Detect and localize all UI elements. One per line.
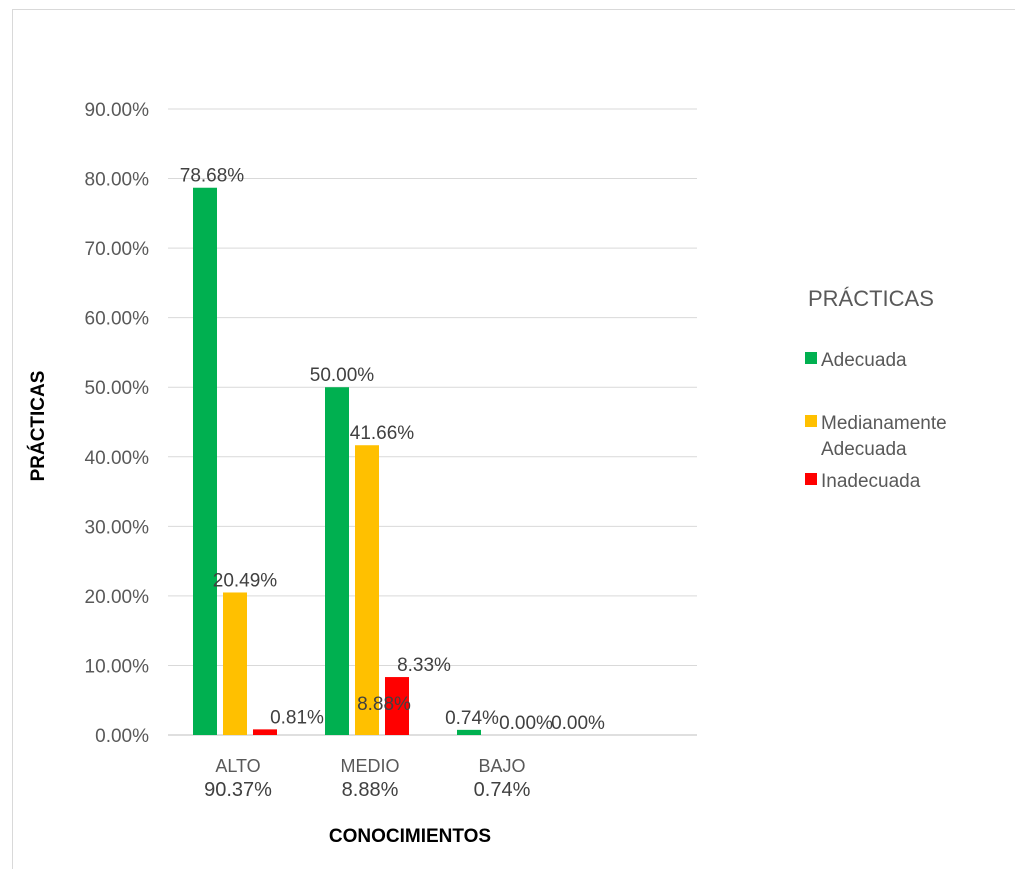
y-tick-label: 50.00% [85, 378, 150, 399]
legend-item-medianamente-adecuada: Medianamente Adecuada [805, 413, 947, 460]
chart-frame [12, 9, 1015, 869]
bars [193, 187, 481, 736]
data-label: 0.00% [551, 713, 605, 734]
bar-alto-medianamente-adecuada [223, 592, 247, 735]
y-tick-label: 40.00% [85, 448, 150, 469]
bar-medio-adecuada [325, 387, 349, 735]
category-sublabel: 8.88% [342, 779, 399, 801]
bar-alto-adecuada [193, 187, 217, 736]
y-tick-label: 70.00% [85, 239, 150, 260]
bar-medio-medianamente-adecuada [355, 445, 379, 735]
legend-item-adecuada: Adecuada [805, 350, 907, 371]
legend-swatch-adecuada [805, 352, 817, 364]
legend-label-inadecuada: Inadecuada [821, 471, 921, 492]
category-label: BAJO [478, 756, 525, 776]
data-label: 0.81% [270, 707, 324, 728]
y-tick-label: 60.00% [85, 309, 150, 330]
category-labels: ALTO 90.37% MEDIO 8.88% BAJO 0.74% [204, 756, 530, 801]
gridlines [168, 108, 697, 736]
data-label: 20.49% [213, 570, 278, 591]
y-tick-label: 30.00% [85, 517, 150, 538]
legend-label-adecuada: Adecuada [821, 350, 907, 371]
y-tick-label: 0.00% [95, 726, 149, 747]
data-label: 0.74% [445, 708, 499, 729]
legend: PRÁCTICAS Adecuada Medianamente Adecuada… [805, 286, 947, 492]
y-tick-label: 80.00% [85, 170, 150, 191]
legend-label-medianamente-line2: Adecuada [821, 439, 907, 460]
bar-alto-inadecuada [253, 729, 277, 735]
data-label: 78.68% [180, 166, 245, 187]
category-label: ALTO [215, 756, 260, 776]
data-labels: 78.68% 50.00% 0.74% 20.49% 41.66% 0.00% 0.81% 8… [180, 166, 605, 734]
legend-swatch-inadecuada [805, 473, 817, 485]
legend-item-inadecuada: Inadecuada [805, 471, 921, 492]
data-label: 8.33% [397, 655, 451, 676]
y-axis-title: PRÁCTICAS [27, 371, 49, 482]
legend-title: PRÁCTICAS [808, 286, 934, 311]
y-tick-label: 90.00% [85, 100, 150, 121]
y-tick-labels: 0.00% 10.00% 20.00% 30.00% 40.00% 50.00% 60.00… [85, 100, 150, 747]
bar-medio-inadecuada [385, 677, 409, 735]
legend-label-medianamente-line1: Medianamente [821, 413, 947, 434]
x-axis-title: CONOCIMIENTOS [329, 826, 491, 847]
legend-swatch-medianamente-adecuada [805, 415, 817, 427]
y-tick-label: 20.00% [85, 587, 150, 608]
category-sublabel: 0.74% [474, 779, 531, 801]
data-label: 50.00% [310, 365, 375, 386]
category-sublabel: 90.37% [204, 779, 272, 801]
data-label: 0.00% [499, 713, 553, 734]
category-label: MEDIO [340, 756, 399, 776]
y-tick-label: 10.00% [85, 656, 150, 677]
annotation-label: 8.88% [357, 694, 411, 715]
data-label: 41.66% [350, 423, 415, 444]
bar-bajo-adecuada [457, 729, 481, 735]
